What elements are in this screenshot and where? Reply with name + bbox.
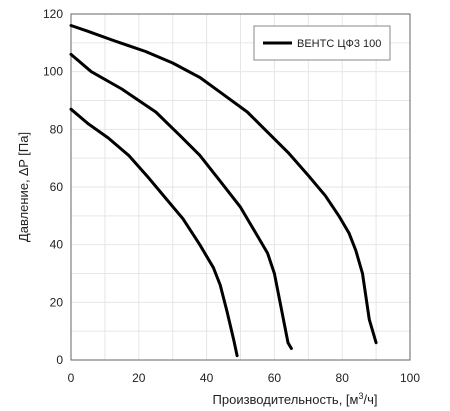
x-tick-labels: 0 20 40 60 80 100: [68, 371, 421, 385]
y-tick-label: 60: [50, 180, 64, 194]
y-tick-label: 0: [56, 353, 63, 367]
x-axis-title-tail: /ч]: [363, 392, 377, 407]
y-axis-title: Давление, ∆P [Па]: [16, 132, 31, 242]
series-line-1: [69, 107, 239, 358]
y-tick-label: 120: [43, 7, 63, 21]
legend-label: ВЕНТС ЦФ3 100: [297, 38, 381, 50]
series-line-2: [69, 52, 293, 350]
y-tick-labels: 0 20 40 60 80 100 120: [43, 7, 63, 367]
y-tick-label: 40: [50, 238, 64, 252]
gridlines: [71, 14, 410, 360]
x-axis-title: Производительность, [м3/ч]: [213, 391, 378, 407]
x-tick-label: 20: [132, 371, 146, 385]
legend: ВЕНТС ЦФ3 100: [253, 25, 391, 61]
x-axis-title-superscript: 3: [358, 391, 363, 401]
plot-area-frame: [70, 13, 411, 361]
series-lines: [69, 24, 378, 358]
x-tick-label: 80: [336, 371, 350, 385]
x-tick-label: 60: [268, 371, 282, 385]
y-tick-label: 100: [43, 65, 63, 79]
y-tick-label: 80: [50, 122, 64, 136]
x-tick-label: 0: [68, 371, 75, 385]
x-axis-title-main: Производительность, [м: [213, 392, 359, 407]
series-line-3: [69, 24, 378, 345]
x-tick-label: 100: [400, 371, 420, 385]
y-tick-label: 20: [50, 295, 64, 309]
x-tick-label: 40: [200, 371, 214, 385]
